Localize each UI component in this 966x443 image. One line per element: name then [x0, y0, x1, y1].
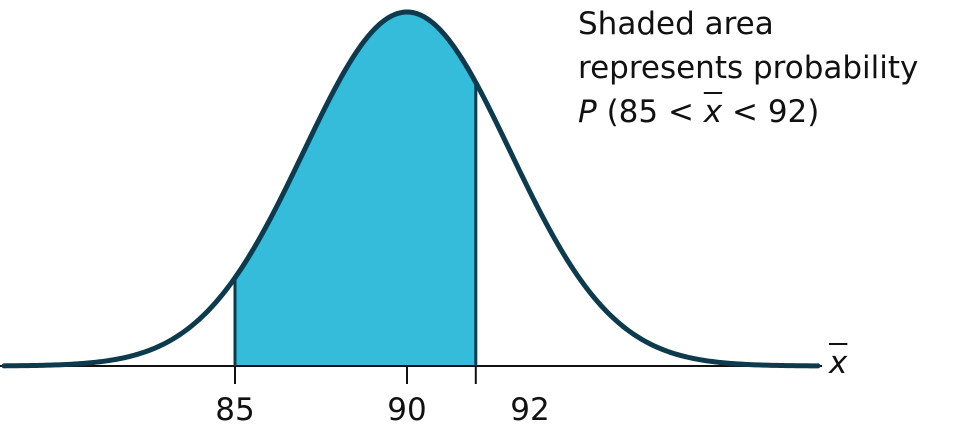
- probability-close: < 92): [722, 94, 820, 130]
- annotation-line-1: Shaded area: [578, 6, 774, 42]
- tick-label-85: 85: [215, 392, 255, 428]
- tick-label-92: 92: [510, 392, 550, 428]
- probability-symbol: P: [578, 94, 597, 130]
- annotation-line-2: represents probability: [578, 50, 919, 86]
- bell-curve: [1, 9, 821, 369]
- probability-variable: x: [703, 94, 723, 130]
- probability-open: (85 <: [606, 94, 704, 130]
- x-axis-variable-label: x: [829, 345, 848, 381]
- shaded-probability-area: [235, 12, 476, 366]
- probability-expression: P (85 < x < 92): [578, 90, 918, 134]
- probability-annotation: Shaded area represents probability P (85…: [578, 2, 918, 134]
- tick-label-90: 90: [387, 392, 427, 428]
